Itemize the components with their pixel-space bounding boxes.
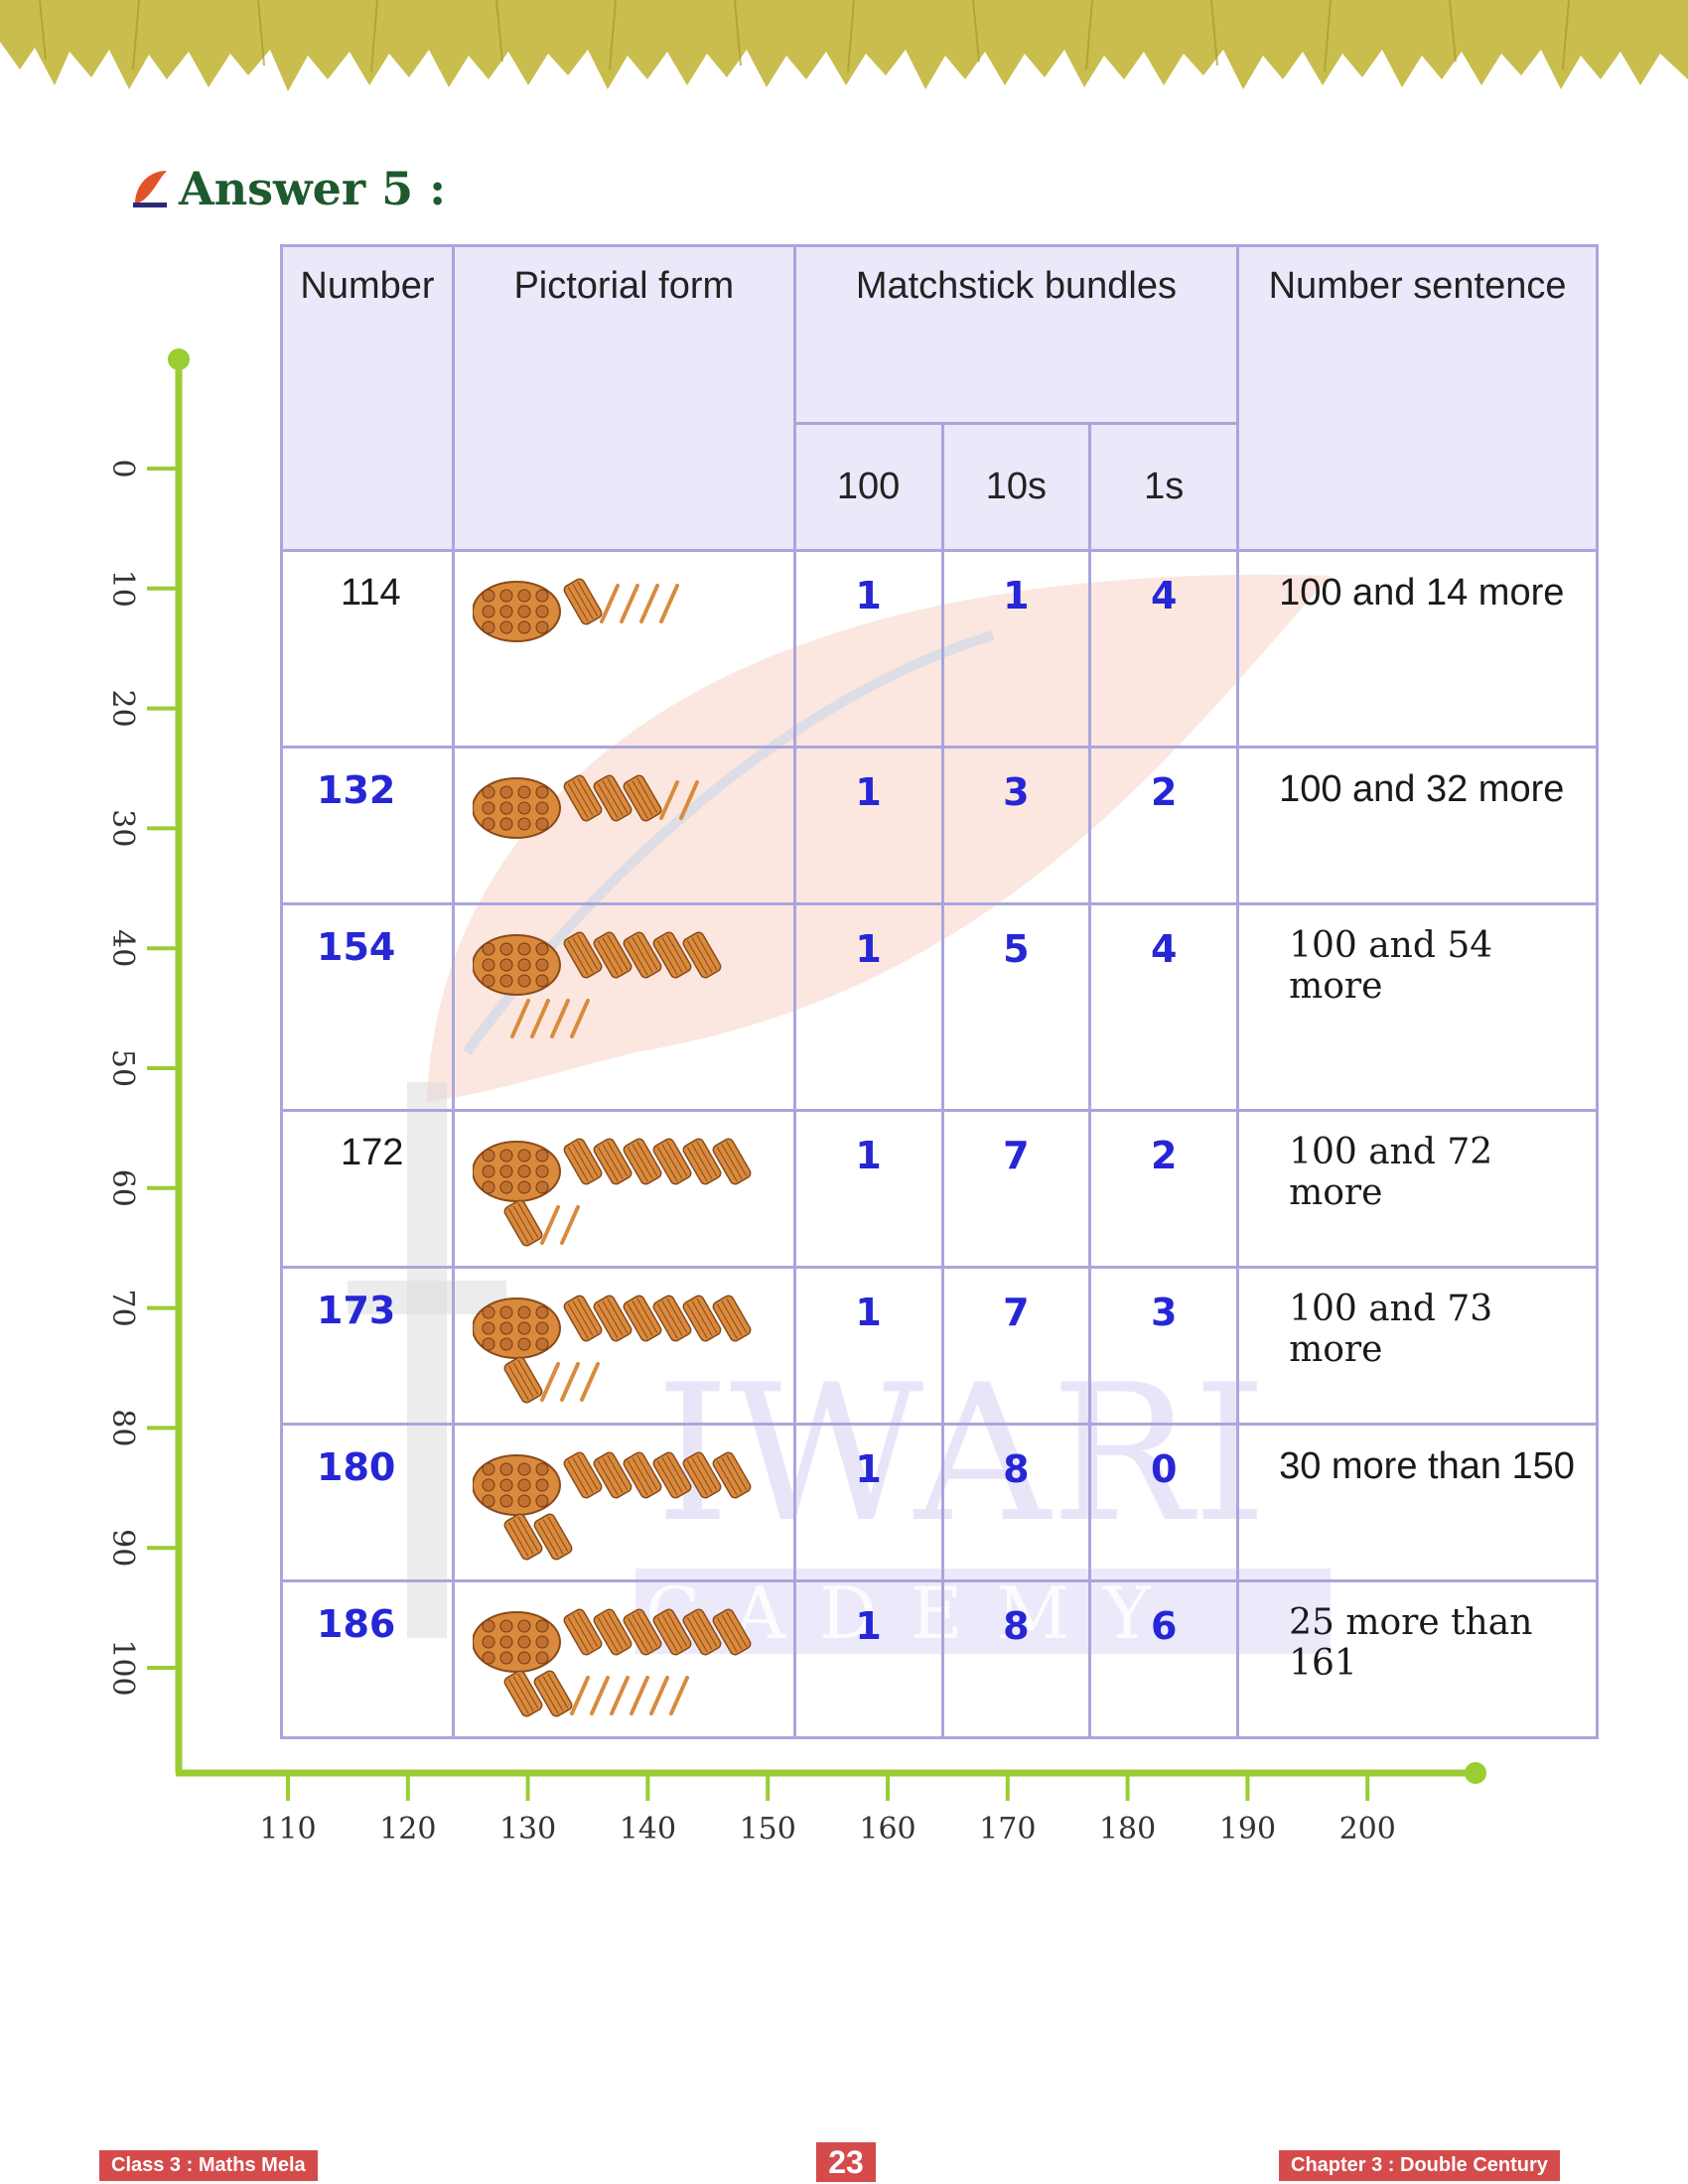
header-sentence: Number sentence — [1236, 244, 1599, 552]
horizontal-tick-label: 170 — [979, 1812, 1036, 1846]
vertical-tick-label: 80 — [105, 1409, 140, 1446]
cell-ones: 4 — [1088, 549, 1240, 749]
horizontal-tick-label: 200 — [1339, 1812, 1396, 1846]
cell-number-sentence: 100 and 72 more — [1236, 1109, 1599, 1269]
horizontal-tick-label: 190 — [1219, 1812, 1276, 1846]
matchstick-picture — [472, 1608, 752, 1717]
cell-pictorial — [451, 902, 796, 1112]
cell-pictorial — [451, 746, 796, 905]
cell-tens: 1 — [940, 549, 1092, 749]
vertical-tick-label: 40 — [105, 929, 140, 967]
header-ones: 1s — [1088, 422, 1240, 552]
cell-number-sentence: 100 and 32 more — [1236, 746, 1599, 905]
vertical-tick-label: 100 — [105, 1639, 140, 1696]
vertical-tick-label: 0 — [105, 459, 140, 478]
footer-class-label: Class 3 : Maths Mela — [99, 2150, 318, 2181]
horizontal-tick-label: 140 — [620, 1812, 676, 1846]
cell-tens: 8 — [940, 1579, 1092, 1739]
matchstick-picture — [472, 1295, 752, 1404]
cell-number: 180 — [280, 1423, 455, 1582]
cell-hundreds: 1 — [792, 1423, 944, 1582]
matchstick-picture — [472, 931, 722, 1038]
horizontal-tick-label: 150 — [740, 1812, 796, 1846]
vertical-tick-label: 50 — [105, 1049, 140, 1087]
vertical-tick-label: 10 — [105, 570, 140, 608]
header-tens: 10s — [940, 422, 1092, 552]
vertical-tick-label: 60 — [105, 1169, 140, 1207]
header-pictorial: Pictorial form — [451, 244, 796, 552]
cell-ones: 2 — [1088, 1109, 1240, 1269]
logo-icon — [133, 171, 167, 207]
matchstick-picture — [472, 1451, 752, 1561]
cell-ones: 4 — [1088, 902, 1240, 1112]
cell-hundreds: 1 — [792, 902, 944, 1112]
cell-hundreds: 1 — [792, 1579, 944, 1739]
cell-number-sentence: 25 more than 161 — [1236, 1579, 1599, 1739]
cell-hundreds: 1 — [792, 549, 944, 749]
cell-pictorial — [451, 1423, 796, 1582]
matchstick-picture — [472, 1138, 752, 1247]
table-row: 173 1 7 3 100 and 73 more — [280, 1266, 1599, 1426]
page-number: 23 — [816, 2142, 876, 2182]
cell-number-sentence: 30 more than 150 — [1236, 1423, 1599, 1582]
cell-ones: 0 — [1088, 1423, 1240, 1582]
horizontal-tick-label: 110 — [259, 1812, 316, 1846]
answer-title: Answer 5 : — [179, 162, 447, 215]
cell-number: 172 — [280, 1109, 455, 1269]
table-row: 180 1 8 0 30 more than 150 — [280, 1423, 1599, 1582]
horizontal-tick-label: 180 — [1099, 1812, 1156, 1846]
vertical-tick-label: 70 — [105, 1290, 140, 1327]
cell-number: 186 — [280, 1579, 455, 1739]
footer-chapter-label: Chapter 3 : Double Century — [1279, 2150, 1560, 2181]
cell-number-sentence: 100 and 54 more — [1236, 902, 1599, 1112]
table-row: 186 1 8 6 25 more than 161 — [280, 1579, 1599, 1739]
place-value-table: Number Pictorial form Matchstick bundles… — [280, 244, 1599, 1739]
cell-hundreds: 1 — [792, 1266, 944, 1426]
cell-pictorial — [451, 1266, 796, 1426]
answer-heading: Answer 5 : — [129, 159, 446, 218]
vertical-tick-label: 20 — [105, 690, 140, 728]
cell-pictorial — [451, 1579, 796, 1739]
cell-number-sentence: 100 and 73 more — [1236, 1266, 1599, 1426]
horizontal-tick-label: 130 — [499, 1812, 556, 1846]
vertical-tick-label: 30 — [105, 809, 140, 847]
table-row: 114 1 1 4 100 and 14 more — [280, 549, 1599, 749]
matchstick-picture — [472, 578, 679, 642]
horizontal-tick-label: 120 — [379, 1812, 436, 1846]
matchstick-picture — [472, 774, 699, 839]
axis-end-dot — [1465, 1762, 1486, 1784]
vertical-tick-label: 90 — [105, 1529, 140, 1567]
table-row: 172 1 7 2 100 and 72 more — [280, 1109, 1599, 1269]
cell-number: 173 — [280, 1266, 455, 1426]
cell-tens: 5 — [940, 902, 1092, 1112]
cell-number: 154 — [280, 902, 455, 1112]
cell-tens: 7 — [940, 1109, 1092, 1269]
cell-number: 114 — [280, 549, 455, 749]
cell-hundreds: 1 — [792, 1109, 944, 1269]
header-number: Number — [280, 244, 455, 552]
axis-start-dot — [168, 348, 190, 370]
horizontal-tick-label: 160 — [859, 1812, 915, 1846]
cell-number-sentence: 100 and 14 more — [1236, 549, 1599, 749]
grass-border — [0, 0, 1688, 91]
cell-ones: 6 — [1088, 1579, 1240, 1739]
cell-tens: 7 — [940, 1266, 1092, 1426]
cell-tens: 3 — [940, 746, 1092, 905]
header-bundles: Matchstick bundles — [792, 244, 1240, 425]
table-row: 154 1 5 4 100 and 54 more — [280, 902, 1599, 1112]
cell-pictorial — [451, 1109, 796, 1269]
cell-tens: 8 — [940, 1423, 1092, 1582]
cell-number: 132 — [280, 746, 455, 905]
cell-ones: 3 — [1088, 1266, 1240, 1426]
cell-hundreds: 1 — [792, 746, 944, 905]
table-row: 132 1 3 2 100 and 32 more — [280, 746, 1599, 905]
cell-ones: 2 — [1088, 746, 1240, 905]
header-hundreds: 100 — [792, 422, 944, 552]
cell-pictorial — [451, 549, 796, 749]
